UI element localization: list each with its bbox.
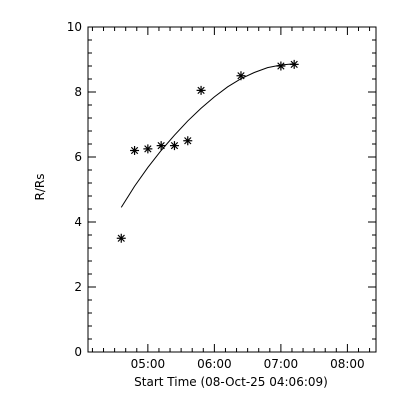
y-tick-label: 8 xyxy=(74,85,82,99)
data-point xyxy=(169,141,179,151)
y-tick-label: 10 xyxy=(67,20,82,34)
x-tick-label: 06:00 xyxy=(197,357,232,371)
asterisk-stroke xyxy=(184,137,192,145)
data-point xyxy=(236,71,246,81)
y-tick-label: 6 xyxy=(74,150,82,164)
asterisk-stroke xyxy=(130,146,139,155)
tick-labels: 0 2 4 6 8 10 05:00 06:00 07:00 08:00 xyxy=(67,20,365,371)
asterisk-stroke xyxy=(290,60,298,69)
asterisk-stroke xyxy=(157,141,165,150)
x-tick-label: 08:00 xyxy=(330,357,365,371)
asterisk-stroke xyxy=(117,234,125,242)
data-point xyxy=(183,136,193,146)
data-point xyxy=(156,141,166,151)
fit-curve-group xyxy=(120,63,295,208)
y-tick-label: 2 xyxy=(74,280,82,294)
data-point xyxy=(116,233,126,243)
data-point xyxy=(196,85,206,95)
plot-frame xyxy=(87,26,377,353)
asterisk-stroke xyxy=(277,62,285,70)
x-tick-label: 07:00 xyxy=(264,357,299,371)
x-tick-label: 05:00 xyxy=(131,357,166,371)
data-point xyxy=(289,59,299,69)
x-axis-title: Start Time (08-Oct-25 04:06:09) xyxy=(134,375,328,389)
asterisk-stroke xyxy=(170,141,179,150)
axis-ticks xyxy=(88,26,376,353)
y-tick-label: 0 xyxy=(74,345,82,359)
data-point xyxy=(143,144,153,154)
fit-curve xyxy=(120,63,295,208)
y-axis-title: R/Rs xyxy=(33,174,47,201)
data-points xyxy=(116,59,299,243)
data-point xyxy=(276,61,286,71)
data-point xyxy=(130,146,140,155)
axes xyxy=(87,26,377,353)
asterisk-stroke xyxy=(197,86,205,95)
y-tick-label: 4 xyxy=(74,215,82,229)
asterisk-stroke xyxy=(237,72,245,80)
asterisk-stroke xyxy=(144,145,152,153)
